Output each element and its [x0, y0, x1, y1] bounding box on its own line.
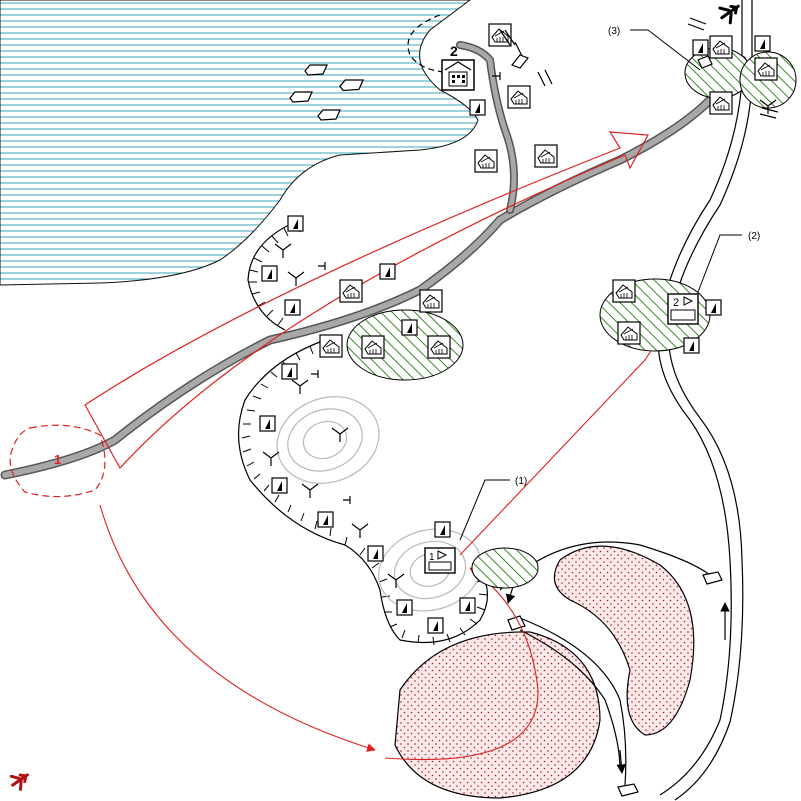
callout-1-leader: [459, 479, 510, 541]
hill-main: [238, 339, 489, 644]
aircraft-icon: [718, 4, 740, 25]
start-zone: [9, 424, 106, 498]
escarpment-upper: [247, 219, 301, 331]
dotted-zone-east: [553, 545, 695, 736]
station-1-label: 1: [429, 552, 435, 563]
callout-2-leader: [697, 234, 742, 293]
diamond-markers: [511, 54, 713, 69]
water-body: [0, 0, 479, 286]
double-road-east-a: [657, 0, 743, 796]
station-2-label: 2: [673, 297, 679, 309]
aircraft-icon-legend: [9, 773, 29, 791]
corridor-arrow: [84, 131, 649, 470]
green-zone-south: [471, 547, 539, 589]
water-dashed-edge: [407, 14, 446, 73]
end-marker-east: [702, 571, 723, 585]
contour-rings-north: [276, 396, 380, 484]
station-2: [667, 293, 699, 325]
callout-2-label: (2): [748, 231, 760, 242]
hill-main-ticks: [241, 345, 488, 646]
callout-3-leader: [630, 29, 701, 71]
green-zone-center: [346, 309, 464, 381]
double-road-east-b: [668, 0, 753, 801]
small-marks: [311, 17, 779, 504]
loop-road-inner-2: [519, 617, 627, 786]
callout-1-label: (1): [515, 476, 527, 487]
end-marker-south: [617, 783, 639, 797]
start-label: 1: [54, 452, 61, 467]
building-2-label: 2: [450, 43, 458, 59]
move-arrow-south: [99, 504, 376, 752]
building-2: [441, 59, 475, 91]
station-1: [424, 547, 456, 574]
move-arrow-loop: [384, 567, 539, 761]
dotted-zone-south: [394, 631, 601, 799]
callout-3-label: (3): [608, 26, 620, 37]
loop-road-inner: [519, 629, 621, 771]
